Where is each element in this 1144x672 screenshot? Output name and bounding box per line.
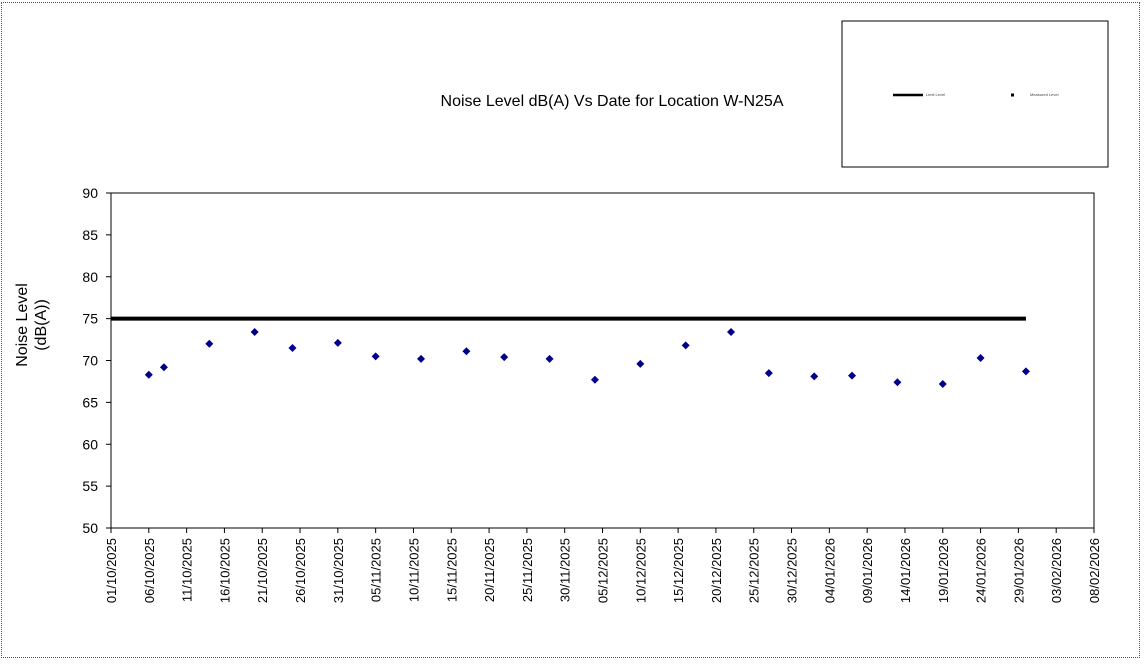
y-axis: 50 55 60 65 70 75 80 85 90 xyxy=(82,185,111,536)
measured-level-point xyxy=(590,375,599,384)
x-tick-label: 10/11/2025 xyxy=(406,538,421,602)
x-tick-label: 05/12/2025 xyxy=(596,538,611,603)
x-tick-label: 11/10/2025 xyxy=(180,538,195,602)
x-tick-label: 19/01/2026 xyxy=(936,538,951,603)
x-tick-label: 30/12/2025 xyxy=(785,538,800,603)
measured-level-point xyxy=(462,347,471,356)
measured-level-point xyxy=(681,341,690,350)
y-tick-label: 85 xyxy=(82,227,98,243)
measured-level-point xyxy=(976,353,985,362)
series-layer xyxy=(111,316,1030,388)
x-axis: 01/10/2025 06/10/2025 11/10/2025 16/10/2025… xyxy=(104,528,1102,603)
y-tick-label: 50 xyxy=(82,520,98,536)
x-tick-label: 01/10/2025 xyxy=(104,538,119,603)
plot-area xyxy=(110,192,1095,529)
measured-level-point xyxy=(159,363,168,372)
measured-level-point xyxy=(545,354,554,363)
measured-level-point xyxy=(727,328,736,337)
measured-level-point xyxy=(1021,367,1030,376)
legend-box: Limit Level Measured Level xyxy=(841,20,1109,168)
measured-level-point xyxy=(893,378,902,387)
x-tick-label: 08/02/2026 xyxy=(1087,538,1102,603)
legend-measured-marker xyxy=(1011,93,1014,97)
measured-level-point xyxy=(205,339,214,348)
measured-level-point xyxy=(288,343,297,352)
x-tick-label: 30/11/2025 xyxy=(558,538,573,602)
x-tick-label: 16/10/2025 xyxy=(217,538,232,603)
x-tick-label: 25/11/2025 xyxy=(520,538,535,602)
x-tick-label: 04/01/2026 xyxy=(822,538,837,603)
x-tick-label: 20/12/2025 xyxy=(709,538,724,603)
x-tick-label: 20/11/2025 xyxy=(482,538,497,602)
measured-level-point xyxy=(500,353,509,362)
measured-level-point xyxy=(250,328,259,337)
measured-level-point xyxy=(333,338,342,347)
y-axis-label-line-2: (dB(A)) xyxy=(33,299,50,351)
measured-level-point xyxy=(371,352,380,361)
measured-level-point xyxy=(636,359,645,368)
measured-level-point xyxy=(764,369,773,378)
y-axis-label-line-1: Noise Level xyxy=(14,283,31,367)
y-tick-label: 90 xyxy=(82,185,98,201)
measured-level-point xyxy=(848,371,857,380)
x-tick-label: 15/11/2025 xyxy=(444,538,459,602)
measured-level-point xyxy=(417,354,426,363)
chart-frame xyxy=(1,2,1140,658)
y-axis-label: Noise Level (dB(A)) xyxy=(14,283,50,367)
y-tick-label: 80 xyxy=(82,269,98,285)
chart-title: Noise Level dB(A) Vs Date for Location W… xyxy=(441,93,784,110)
x-tick-label: 21/10/2025 xyxy=(255,538,270,603)
x-tick-label: 03/02/2026 xyxy=(1049,538,1064,603)
measured-level-point xyxy=(810,372,819,381)
y-tick-label: 65 xyxy=(82,394,98,410)
measured-level-point xyxy=(938,379,947,388)
y-tick-label: 75 xyxy=(82,311,98,327)
x-tick-label: 29/01/2026 xyxy=(1011,538,1026,603)
x-tick-label: 06/10/2025 xyxy=(142,538,157,603)
y-tick-label: 70 xyxy=(82,353,98,369)
x-tick-label: 31/10/2025 xyxy=(331,538,346,603)
x-tick-label: 25/12/2025 xyxy=(747,538,762,603)
x-tick-label: 09/01/2026 xyxy=(860,538,875,603)
y-tick-label: 55 xyxy=(82,478,98,494)
x-tick-label: 24/01/2026 xyxy=(974,538,989,603)
x-tick-label: 14/01/2026 xyxy=(898,538,913,603)
y-tick-label: 60 xyxy=(82,436,98,452)
x-tick-label: 10/12/2025 xyxy=(633,538,648,603)
x-tick-label: 26/10/2025 xyxy=(293,538,308,603)
legend-limit-label: Limit Level xyxy=(926,92,945,97)
legend-measured-label: Measured Level xyxy=(1030,92,1059,97)
measured-level-point xyxy=(144,370,153,379)
x-tick-label: 15/12/2025 xyxy=(671,538,686,603)
x-tick-label: 05/11/2025 xyxy=(369,538,384,602)
